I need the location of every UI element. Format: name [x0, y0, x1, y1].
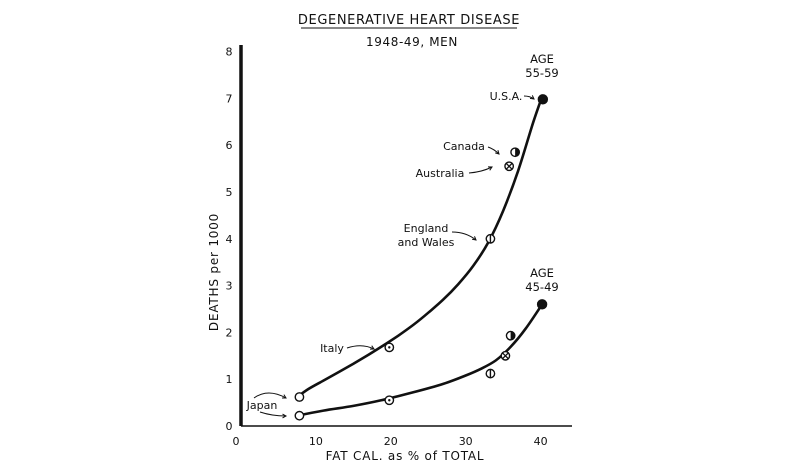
x-tick-label: 10 — [309, 435, 323, 448]
series-label-line: AGE — [530, 266, 554, 280]
data-point-england-and-wales — [485, 233, 496, 244]
data-point-italy — [384, 395, 395, 406]
annotation-label: England — [404, 222, 449, 235]
y-tick-labels: 0 1 2 3 4 5 6 7 8 — [226, 46, 233, 433]
annotation-arrowhead — [282, 394, 287, 399]
annotation-arrowhead — [472, 236, 477, 241]
series-points — [294, 94, 549, 421]
chart-title: DEGENERATIVE HEART DISEASE — [298, 13, 520, 28]
x-tick-label: 0 — [233, 435, 240, 448]
y-axis-label: DEATHS per 1000 — [207, 213, 221, 331]
series-label-line: 45-49 — [525, 280, 558, 294]
y-tick-label: 6 — [226, 139, 233, 152]
series-curves — [296, 94, 545, 417]
annotation-label: Japan — [246, 399, 278, 412]
y-tick-label: 0 — [226, 420, 233, 433]
y-tick-label: 5 — [226, 186, 233, 199]
annotation-arrowhead — [529, 95, 535, 100]
y-tick-label: 2 — [226, 326, 233, 339]
series-label-line: 55-59 — [525, 66, 558, 80]
y-tick-label: 1 — [226, 373, 233, 386]
data-point-canada — [510, 147, 521, 158]
chart-subtitle: 1948-49, MEN — [366, 35, 458, 49]
data-point-england-and-wales — [485, 368, 496, 379]
data-point-japan — [294, 410, 305, 421]
data-point-australia — [500, 350, 511, 361]
annotation-arrowhead — [282, 413, 288, 419]
annotation-arrow — [468, 166, 493, 174]
annotation-label: and Wales — [398, 236, 455, 249]
annotation-label: Australia — [416, 167, 465, 180]
x-axis-label: FAT CAL. as % of TOTAL — [326, 449, 485, 463]
x-tick-label: 30 — [459, 435, 473, 448]
annotation-arrowhead — [369, 345, 375, 350]
annotation-arrow — [259, 411, 287, 417]
y-tick-label: 7 — [226, 92, 233, 105]
y-tick-label: 3 — [226, 280, 233, 293]
annotation-arrow — [253, 392, 287, 399]
annotation-arrow — [487, 146, 500, 155]
x-tick-label: 40 — [534, 435, 548, 448]
annotation-arrowhead — [495, 150, 500, 155]
series-label-line: AGE — [530, 52, 554, 66]
annotation-arrowhead — [487, 166, 493, 171]
annotation-arrow — [451, 231, 477, 241]
y-tick-label: 8 — [226, 46, 233, 59]
y-tick-label: 4 — [226, 233, 233, 246]
data-point-australia — [504, 161, 515, 172]
annotation-label: Italy — [320, 342, 344, 355]
data-point-italy — [384, 342, 395, 353]
annotation-label: Canada — [443, 140, 485, 153]
data-point-japan — [294, 392, 305, 402]
x-tick-label: 20 — [384, 435, 398, 448]
data-point-u-s-a — [536, 299, 548, 310]
series-curve-age-45-49 — [296, 303, 544, 417]
x-tick-labels: 0 10 20 30 40 — [233, 435, 548, 448]
annotation-label: U.S.A. — [490, 90, 523, 103]
data-point-canada — [505, 330, 516, 341]
annotation-arrow — [346, 345, 375, 350]
series-curve-age-55-59 — [296, 94, 545, 399]
data-point-u-s-a — [537, 94, 549, 105]
